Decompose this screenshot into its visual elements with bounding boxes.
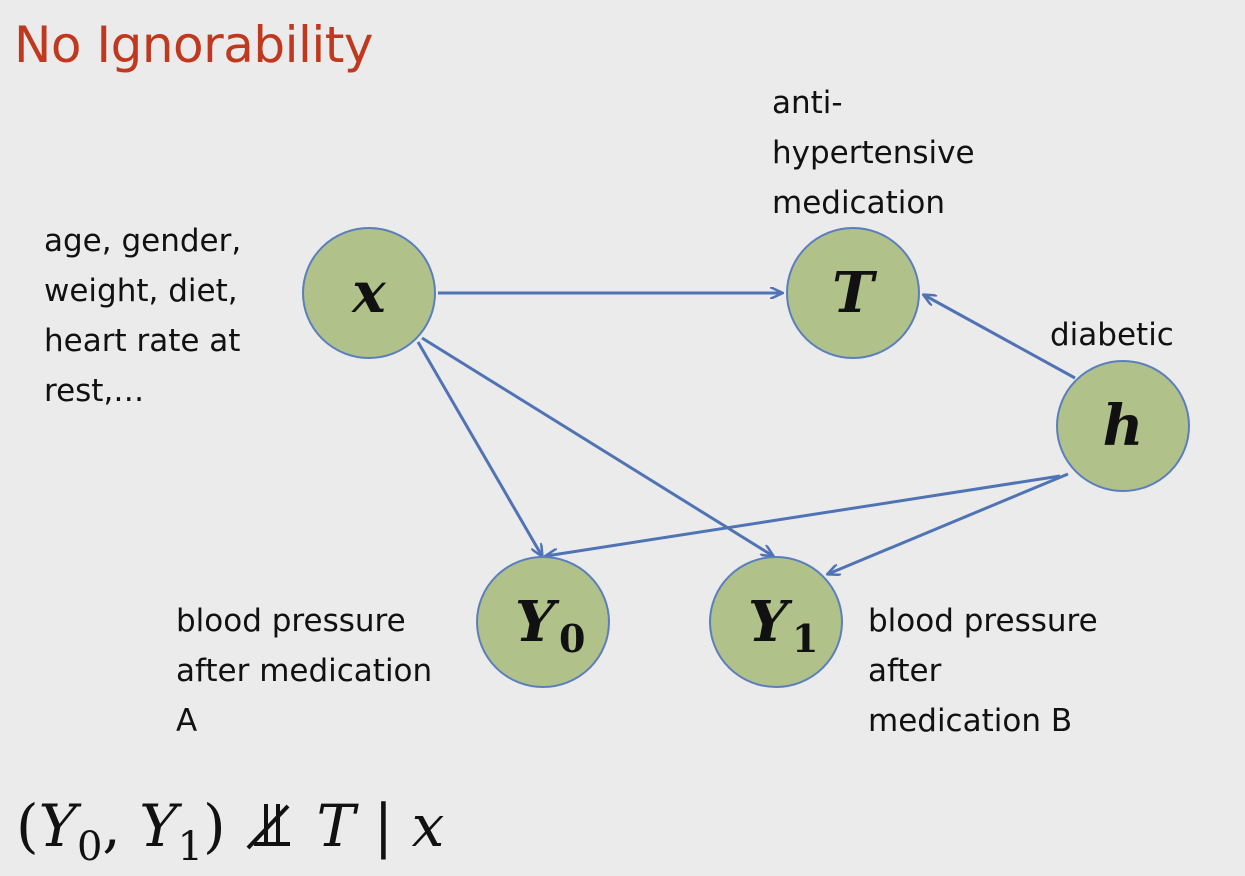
edge-x-to-y1 xyxy=(421,336,773,556)
y0-label: blood pressure after medication A xyxy=(176,596,432,746)
formula-open-paren: ( xyxy=(16,792,39,860)
formula-y1: Y xyxy=(139,792,178,860)
node-circle xyxy=(476,556,610,688)
node-circle xyxy=(709,556,843,688)
node-t: T xyxy=(786,227,920,359)
node-label: h xyxy=(1103,393,1144,459)
covariates-line: heart rate at xyxy=(44,323,241,359)
nodes: x ThY 0 Y 1 xyxy=(302,227,1190,688)
node-subscript: 1 xyxy=(792,616,818,661)
node-h: h xyxy=(1056,360,1190,492)
edges xyxy=(416,293,1076,574)
treatment-label: anti- hypertensive medication xyxy=(772,78,975,228)
y0-line: blood pressure xyxy=(176,603,406,639)
not-independent-icon xyxy=(244,796,298,850)
covariates-label: age, gender, weight, diet, heart rate at… xyxy=(44,216,241,416)
y1-label: blood pressure after medication B xyxy=(868,596,1098,746)
y1-line: after xyxy=(868,653,942,689)
covariates-line: rest,… xyxy=(44,373,145,409)
formula-x: x xyxy=(411,792,445,860)
hidden-line: diabetic xyxy=(1050,317,1174,353)
covariates-line: age, gender, xyxy=(44,223,242,259)
edge-h-to-y0 xyxy=(546,474,1061,556)
formula-bar: | xyxy=(373,792,394,860)
hidden-label: diabetic xyxy=(1050,310,1174,360)
node-label: Y xyxy=(748,589,793,655)
node-circle xyxy=(302,227,436,359)
independence-formula: (Y0, Y1) T | x xyxy=(16,792,444,870)
formula-y0: Y xyxy=(38,792,77,860)
covariates-line: weight, diet, xyxy=(44,273,238,309)
edge-h-to-y1 xyxy=(828,472,1069,574)
node-label: x xyxy=(351,260,386,326)
y0-line: A xyxy=(176,703,198,739)
slide-title: No Ignorability xyxy=(14,16,373,74)
node-subscript: 0 xyxy=(559,616,585,661)
node-circle xyxy=(1056,360,1190,492)
treatment-line: medication xyxy=(772,185,945,221)
treatment-line: hypertensive xyxy=(772,135,975,171)
y1-line: medication B xyxy=(868,703,1073,739)
node-label: Y xyxy=(515,589,560,655)
formula-y1-sub: 1 xyxy=(177,824,204,870)
treatment-line: anti- xyxy=(772,85,843,121)
formula-comma: , xyxy=(102,792,121,860)
y1-line: blood pressure xyxy=(868,603,1098,639)
y0-line: after medication xyxy=(176,653,433,689)
edge-h-to-t xyxy=(924,295,1076,380)
node-label: T xyxy=(832,260,878,326)
edge-x-to-y0 xyxy=(416,341,542,556)
node-x: x xyxy=(302,227,436,359)
formula-t: T xyxy=(316,792,356,860)
node-circle xyxy=(786,227,920,359)
formula-y0-sub: 0 xyxy=(76,824,103,870)
formula-close-paren: ) xyxy=(203,792,226,860)
